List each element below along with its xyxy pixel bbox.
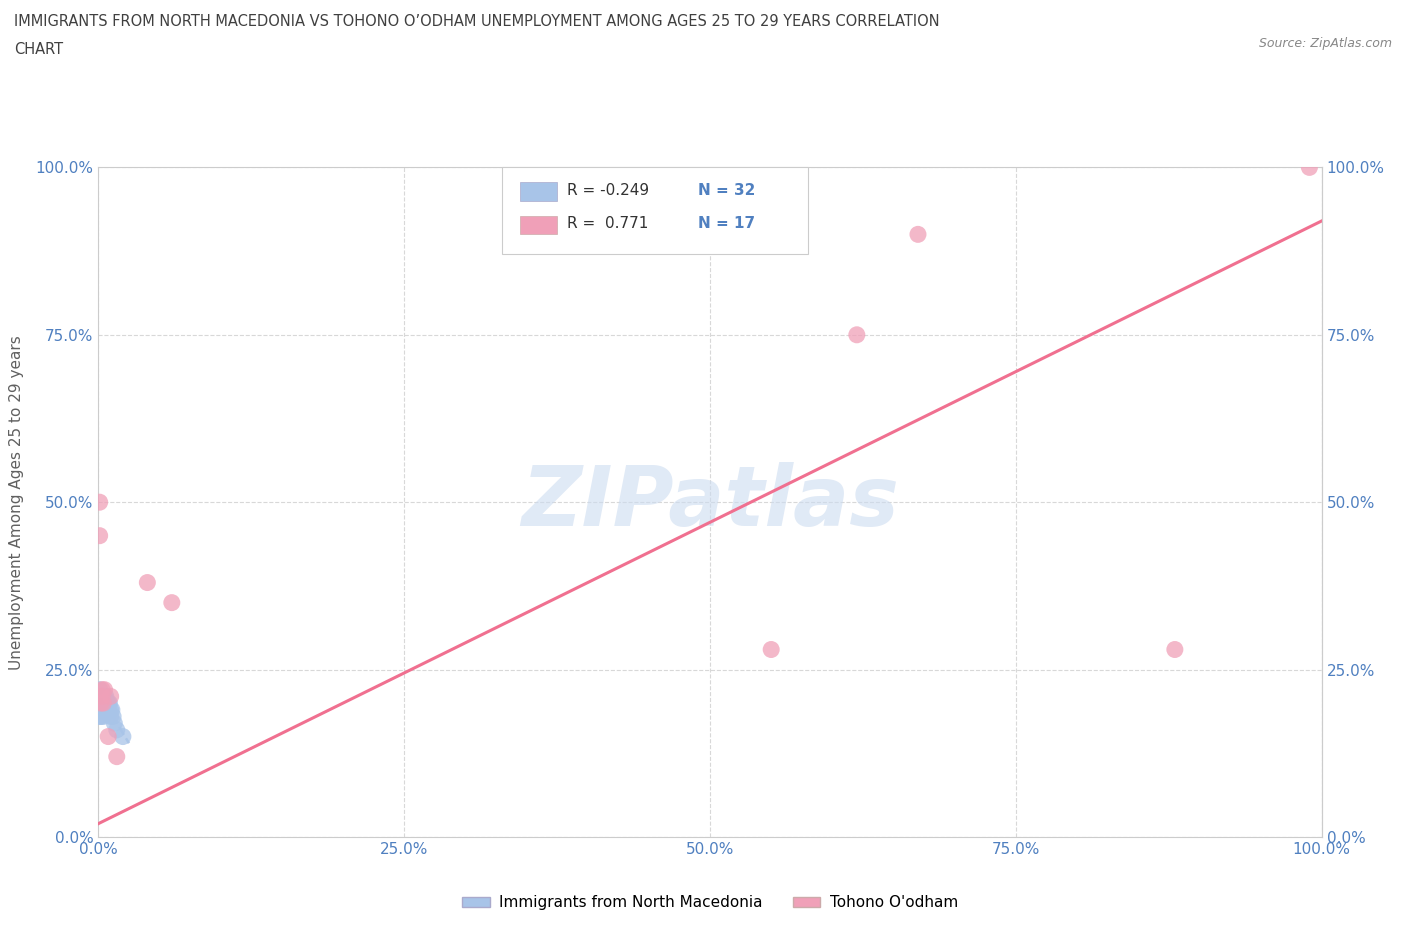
Text: N = 32: N = 32 xyxy=(697,183,755,198)
Point xyxy=(89,709,111,724)
Point xyxy=(100,689,122,704)
Point xyxy=(91,696,114,711)
Point xyxy=(90,702,112,717)
Text: IMMIGRANTS FROM NORTH MACEDONIA VS TOHONO O’ODHAM UNEMPLOYMENT AMONG AGES 25 TO : IMMIGRANTS FROM NORTH MACEDONIA VS TOHON… xyxy=(14,14,939,29)
Point xyxy=(90,696,112,711)
Point xyxy=(105,723,128,737)
Point xyxy=(90,689,112,704)
Point xyxy=(97,696,120,711)
Point xyxy=(136,575,159,590)
Point xyxy=(101,702,124,717)
Point xyxy=(94,689,117,704)
Legend: Immigrants from North Macedonia, Tohono O'odham: Immigrants from North Macedonia, Tohono … xyxy=(456,889,965,916)
Point xyxy=(89,683,111,698)
Point xyxy=(91,683,114,698)
Text: CHART: CHART xyxy=(14,42,63,57)
Point xyxy=(97,702,120,717)
Point xyxy=(89,528,111,543)
Point xyxy=(105,750,128,764)
Point xyxy=(1298,160,1320,175)
Point xyxy=(91,702,114,717)
Point xyxy=(96,696,118,711)
Point xyxy=(100,702,122,717)
Point xyxy=(845,327,868,342)
Point xyxy=(111,729,134,744)
FancyBboxPatch shape xyxy=(502,167,808,255)
Point xyxy=(98,696,121,711)
Point xyxy=(89,702,111,717)
Y-axis label: Unemployment Among Ages 25 to 29 years: Unemployment Among Ages 25 to 29 years xyxy=(10,335,24,670)
Text: ZIPatlas: ZIPatlas xyxy=(522,461,898,543)
Point xyxy=(91,696,114,711)
Point xyxy=(89,689,111,704)
Point xyxy=(96,702,118,717)
Text: R = -0.249: R = -0.249 xyxy=(567,183,650,198)
Text: N = 17: N = 17 xyxy=(697,217,755,232)
Text: R =  0.771: R = 0.771 xyxy=(567,217,648,232)
Point xyxy=(101,709,124,724)
Point xyxy=(93,683,115,698)
Point xyxy=(761,642,783,657)
Point xyxy=(89,696,111,711)
FancyBboxPatch shape xyxy=(520,216,557,234)
Point xyxy=(160,595,183,610)
Point xyxy=(91,689,114,704)
Point xyxy=(100,709,122,724)
Point xyxy=(91,709,114,724)
Point xyxy=(97,729,120,744)
Point xyxy=(93,702,115,717)
Point xyxy=(90,696,112,711)
Point xyxy=(91,696,114,711)
Point xyxy=(90,709,112,724)
Text: Source: ZipAtlas.com: Source: ZipAtlas.com xyxy=(1258,37,1392,50)
Point xyxy=(89,495,111,510)
Point xyxy=(93,696,115,711)
Point xyxy=(1164,642,1187,657)
Point xyxy=(94,696,117,711)
FancyBboxPatch shape xyxy=(520,182,557,201)
Point xyxy=(93,689,115,704)
Point xyxy=(907,227,929,242)
Point xyxy=(91,689,114,704)
Point xyxy=(103,716,125,731)
Point xyxy=(91,702,114,717)
